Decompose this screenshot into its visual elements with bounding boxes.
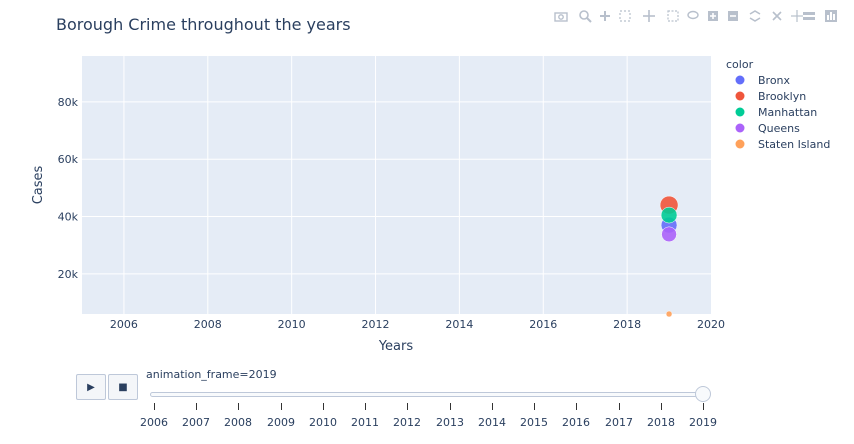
legend-item[interactable]: Queens [735,122,801,135]
legend-label: Bronx [758,74,791,87]
legend-item[interactable]: Brooklyn [735,90,807,103]
y-axis-title: Cases [31,165,46,204]
legend-label: Queens [758,122,800,135]
y-tick-label: 80k [58,96,79,109]
legend-marker [735,107,745,117]
slider-step-label[interactable]: 2014 [478,416,506,429]
slider-step-tick [365,403,366,410]
y-tick-label: 60k [58,153,79,166]
zoom-out-icon[interactable] [726,8,740,22]
x-tick-label: 2020 [697,318,725,331]
slider-step-label[interactable]: 2013 [436,416,464,429]
x-tick-label: 2012 [362,318,390,331]
legend-label: Brooklyn [758,90,806,103]
y-tick-label: 40k [58,211,79,224]
legend-marker [735,139,745,149]
y-ticks: 20k 40k 60k 80k [58,96,79,281]
spike-icon[interactable] [790,8,804,22]
slider-step-tick [154,403,155,410]
slider-step-tick [450,403,451,410]
slider-step-tick [323,403,324,410]
x-tick-label: 2008 [194,318,222,331]
slider-current-label: animation_frame=2019 [146,368,277,381]
slider-step-label[interactable]: 2009 [267,416,295,429]
legend-marker [735,123,745,133]
modebar [552,6,842,26]
grid [82,56,711,314]
zoom-in-icon[interactable] [706,8,720,22]
plot-area[interactable] [82,56,711,314]
slider-step-tick [492,403,493,410]
lasso-icon[interactable] [686,8,700,22]
stop-button[interactable]: ■ [108,374,138,400]
plus-icon[interactable] [598,8,612,22]
legend-label: Staten Island [758,138,830,151]
slider-step-tick [407,403,408,410]
slider-step-tick [534,403,535,410]
slider-step-tick [281,403,282,410]
y-tick-label: 20k [58,268,79,281]
legend-marker [735,75,745,85]
slider-step-label[interactable]: 2016 [562,416,590,429]
x-tick-label: 2018 [613,318,641,331]
slider-step-tick [703,403,704,410]
slider-step-tick [661,403,662,410]
legend-marker [735,91,745,101]
scatter-point[interactable] [661,226,677,243]
points [659,195,679,318]
slider-step-tick [619,403,620,410]
slider-rail[interactable] [150,392,706,397]
legend-label: Manhattan [758,106,817,119]
reset-icon[interactable] [770,8,784,22]
slider-step-label[interactable]: 2010 [309,416,337,429]
x-ticks: 2006 2008 2010 2012 2014 2016 2018 2020 [110,318,725,331]
slider-handle[interactable] [695,386,711,402]
x-tick-label: 2016 [529,318,557,331]
legend-item[interactable]: Staten Island [735,138,831,151]
slider-step-label[interactable]: 2015 [520,416,548,429]
slider-step-label[interactable]: 2017 [605,416,633,429]
legend-item[interactable]: Bronx [735,74,791,87]
plotly-logo-icon[interactable] [824,8,838,22]
minus-icon[interactable] [618,8,632,22]
legend: color Bronx Brooklyn Manhattan Queens Staten… [726,58,830,151]
chart-title: Borough Crime throughout the years [56,15,351,34]
legend-title: color [726,58,754,71]
x-tick-label: 2014 [445,318,473,331]
slider-step-label[interactable]: 2006 [140,416,168,429]
hover-compare-icon[interactable] [802,8,816,22]
slider-step-label[interactable]: 2012 [393,416,421,429]
slider-step-label[interactable]: 2008 [224,416,252,429]
zoom-icon[interactable] [578,8,592,23]
slider-step-label[interactable]: 2011 [351,416,379,429]
play-button[interactable]: ▶ [76,374,106,400]
slider-step-tick [238,403,239,410]
scatter-point[interactable] [660,206,678,224]
slider-step-label[interactable]: 2007 [182,416,210,429]
slider-step-tick [576,403,577,410]
camera-icon[interactable] [554,8,568,22]
x-tick-label: 2010 [278,318,306,331]
scatter-point[interactable] [665,310,673,318]
slider-step-label[interactable]: 2018 [647,416,675,429]
box-select-icon[interactable] [666,8,680,22]
x-axis-title: Years [378,339,414,354]
slider-step-tick [196,403,197,410]
pan-icon[interactable] [642,8,656,22]
autoscale-icon[interactable] [748,8,762,22]
x-tick-label: 2006 [110,318,138,331]
slider-step-label[interactable]: 2019 [689,416,717,429]
legend-item[interactable]: Manhattan [735,106,818,119]
